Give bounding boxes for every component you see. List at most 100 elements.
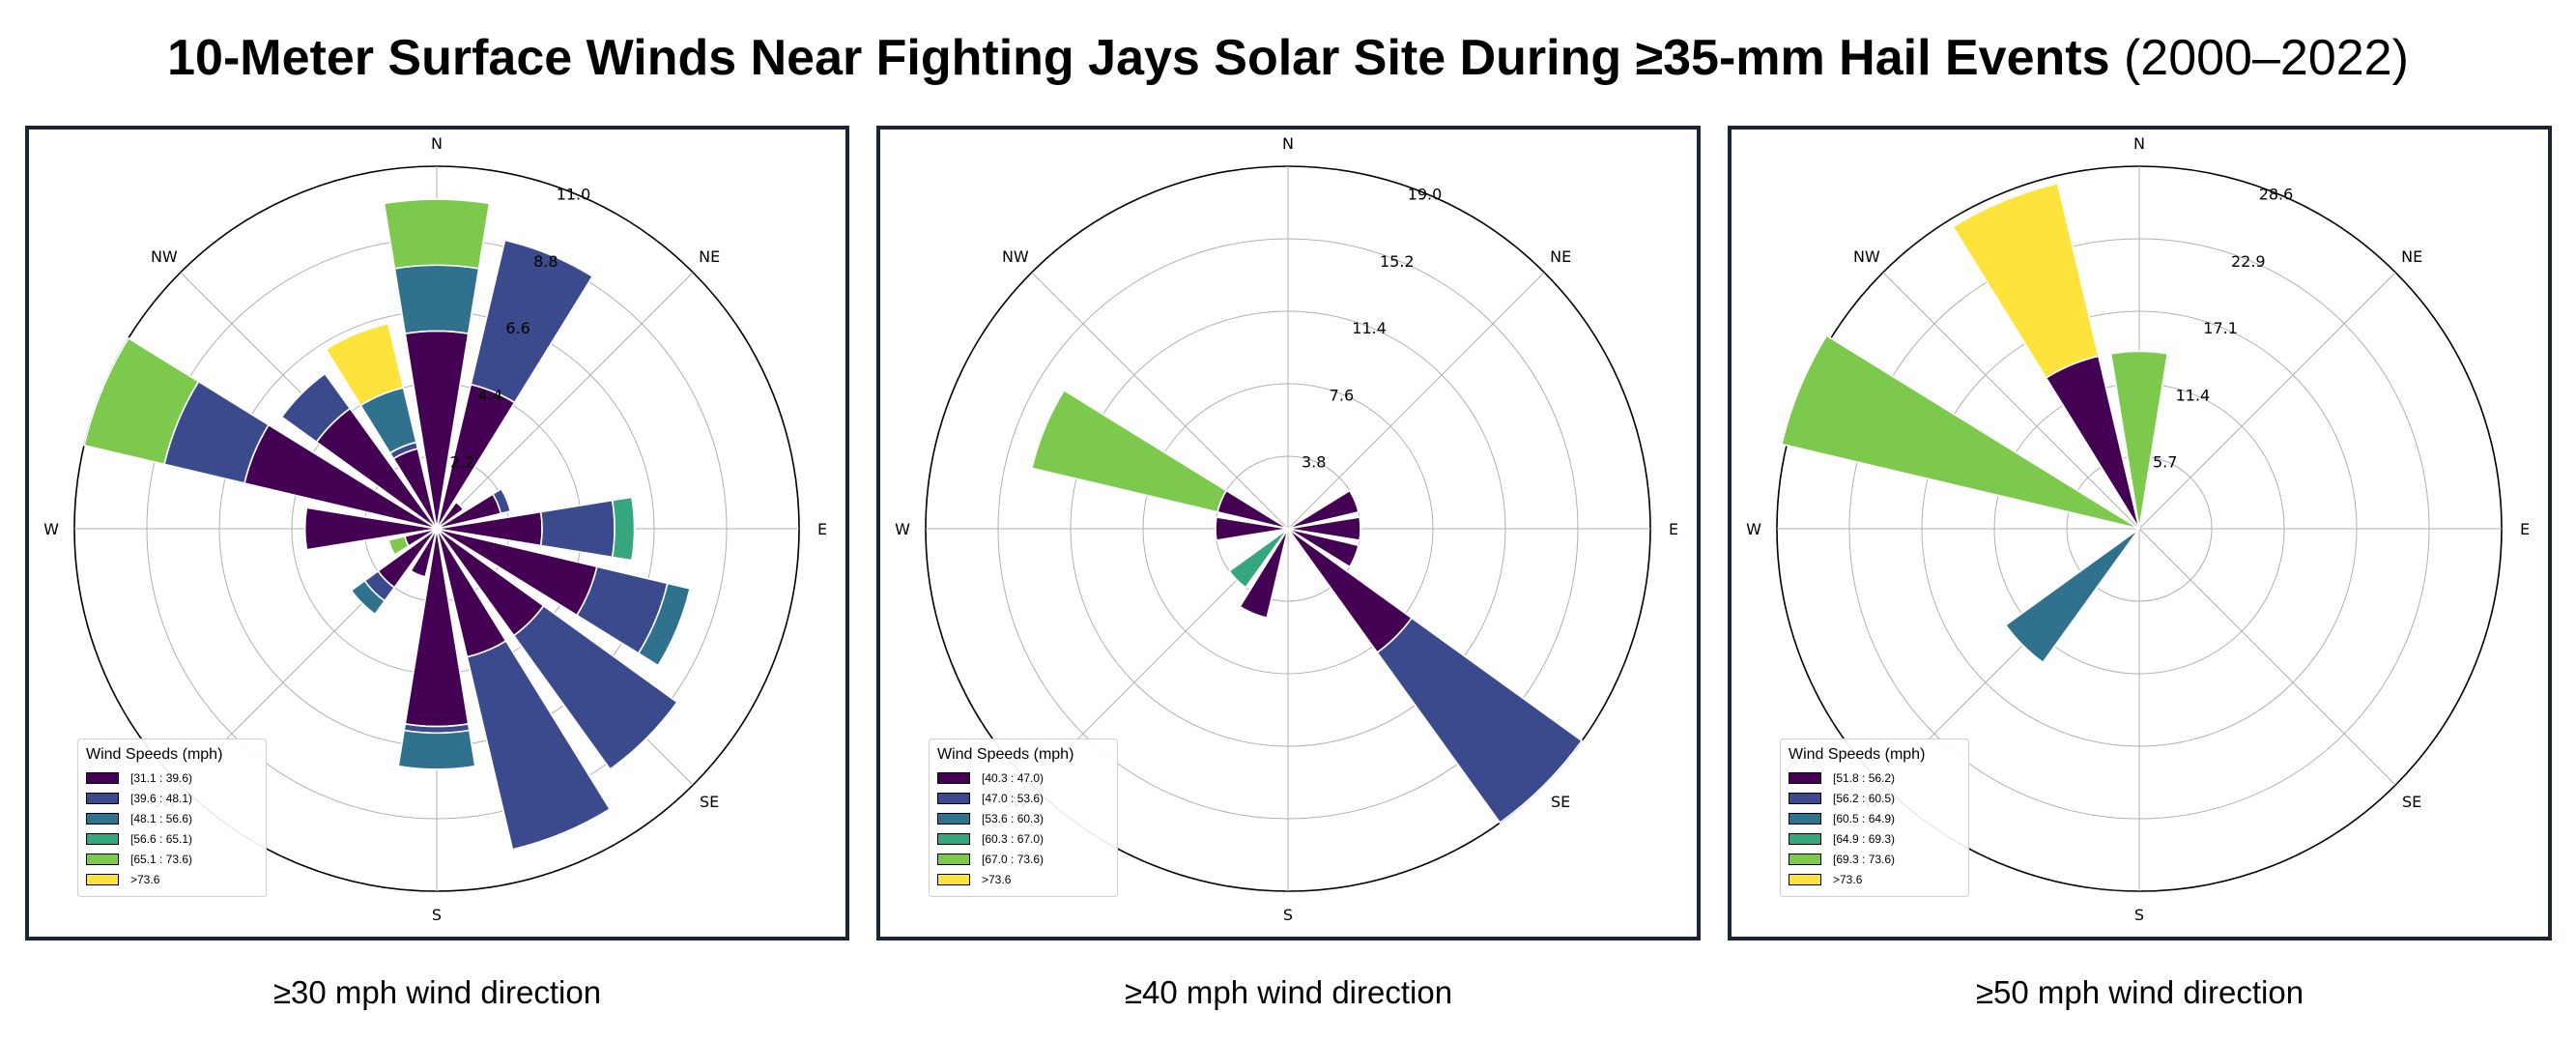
radial-tick-label: 7.6 (1330, 386, 1354, 404)
windrose-chart-30mph: 2.24.46.68.811.0NNEESESSWWNW (43, 134, 827, 924)
compass-label-nw: NW (1002, 247, 1029, 266)
compass-label-s: S (432, 906, 442, 924)
radial-tick-label: 11.0 (557, 186, 591, 204)
compass-label-se: SE (2402, 793, 2421, 811)
legend-swatch (937, 873, 970, 885)
legend-swatch (1789, 812, 1821, 825)
windrose-bar-se-bin-1 (512, 604, 678, 770)
legend-swatch (937, 812, 970, 825)
windrose-bar-sse-bin-1 (466, 639, 612, 851)
legend-item: >73.6 (937, 869, 1109, 889)
legend-title: Wind Speeds (mph) (1789, 746, 1926, 763)
legend-item: [60.5 : 64.9) (1789, 808, 1961, 828)
radial-tick-label: 3.8 (1302, 453, 1326, 472)
compass-label-e: E (2520, 520, 2530, 538)
radial-tick-label: 4.4 (478, 386, 502, 404)
panel-caption-50mph: ≥50 mph wind direction (1975, 974, 2304, 1010)
legend-label: [60.3 : 67.0) (982, 831, 1045, 846)
windrose-bar-sw-bin-2 (2004, 528, 2140, 664)
legend-label: [39.6 : 48.1) (130, 791, 193, 805)
figure-title: 10-Meter Surface Winds Near Fighting Jay… (0, 27, 2576, 89)
polar-spoke (1031, 272, 1289, 530)
compass-label-e: E (817, 520, 827, 538)
windrose-bar-n-bin-2 (393, 264, 480, 335)
polar-spoke (436, 272, 694, 530)
legend-label: >73.6 (982, 872, 1012, 886)
legend-title: Wind Speeds (mph) (86, 746, 223, 763)
windrose-bar-ssw-bin-0 (410, 528, 438, 578)
legend: Wind Speeds (mph) [40.3 : 47.0) [47.0 : … (929, 738, 1118, 897)
legend-item: [56.6 : 65.1) (86, 828, 258, 849)
windrose-bar-ese-bin-2 (637, 582, 692, 667)
windrose-bar-se-bin-1 (1376, 617, 1584, 825)
radial-tick-label: 8.8 (533, 252, 558, 271)
legend-swatch (86, 812, 119, 825)
legend-label: [65.1 : 73.6) (130, 852, 193, 866)
compass-label-w: W (1746, 520, 1761, 538)
legend-item: [67.0 : 73.6) (937, 849, 1109, 869)
legend-label: [51.8 : 56.2) (1833, 770, 1896, 785)
legend-item: >73.6 (1789, 869, 1961, 889)
figure-title-years: (2000–2022) (2123, 30, 2409, 86)
legend-swatch (1789, 792, 1821, 804)
windrose-bar-ene-bin-1 (491, 487, 512, 515)
radial-tick-label: 11.4 (1352, 319, 1387, 337)
windrose-bar-wnw-bin-4 (1780, 334, 2140, 530)
polar-grid-circle (1921, 310, 2358, 747)
compass-label-se: SE (1551, 793, 1570, 811)
legend-swatch (86, 771, 119, 784)
legend-title: Wind Speeds (mph) (937, 746, 1074, 763)
panel-caption-30mph: ≥30 mph wind direction (272, 974, 602, 1010)
windrose-bar-nw-bin-1 (280, 372, 352, 444)
legend-item: [64.9 : 69.3) (1789, 828, 1961, 849)
legend-item: [31.1 : 39.6) (86, 767, 258, 788)
windrose-chart-40mph: 3.87.611.415.219.0NNEESESSWWNW (895, 134, 1678, 924)
legend-label: [60.5 : 64.9) (1833, 811, 1896, 825)
legend-item: [48.1 : 56.6) (86, 808, 258, 828)
radial-tick-label: 28.6 (2259, 186, 2294, 204)
windrose-bar-wnw-bin-4 (83, 336, 200, 466)
legend-label: >73.6 (1833, 872, 1863, 886)
legend-swatch (1789, 873, 1821, 885)
windrose-chart-50mph: 5.711.417.122.928.6NNEESESSWWNW (1746, 134, 2530, 924)
radial-tick-label: 19.0 (1408, 186, 1443, 204)
compass-label-w: W (43, 520, 59, 538)
compass-label-ne: NE (2401, 247, 2422, 266)
compass-label-ne: NE (699, 247, 720, 266)
compass-label-e: E (1669, 520, 1678, 538)
legend-label: [47.0 : 53.6) (982, 791, 1045, 805)
polar-grid-circle (1848, 238, 2430, 820)
compass-label-w: W (895, 520, 910, 538)
windrose-bar-e-bin-1 (539, 499, 615, 559)
compass-label-ne: NE (1550, 247, 1571, 266)
radial-tick-label: 15.2 (1380, 252, 1415, 271)
windrose-bar-w-bin-0 (1215, 516, 1289, 541)
compass-label-nw: NW (151, 247, 178, 266)
legend-swatch (1789, 853, 1821, 865)
legend-label: [56.6 : 65.1) (130, 831, 193, 846)
radial-tick-label: 6.6 (505, 319, 530, 337)
legend-swatch (937, 853, 970, 865)
radial-tick-label: 11.4 (2176, 386, 2211, 404)
windrose-bar-nnw-bin-5 (325, 322, 405, 407)
legend-swatch (937, 771, 970, 784)
windrose-bar-e-bin-0 (1287, 516, 1361, 541)
windrose-bar-w-bin-0 (303, 507, 438, 551)
legend-label: [64.9 : 69.3) (1833, 831, 1896, 846)
legend-label: [56.2 : 60.5) (1833, 791, 1896, 805)
windrose-bar-sw-bin-2 (350, 579, 386, 616)
legend-swatch (1789, 832, 1821, 845)
legend-swatch (86, 832, 119, 845)
compass-label-nw: NW (1853, 247, 1880, 266)
polar-spoke (1287, 272, 1545, 530)
legend-label: [67.0 : 73.6) (982, 852, 1045, 866)
compass-label-se: SE (700, 793, 719, 811)
figure-title-main: 10-Meter Surface Winds Near Fighting Jay… (167, 30, 2110, 86)
compass-label-s: S (2134, 906, 2144, 924)
windrose-bar-wsw-bin-4 (387, 535, 411, 556)
legend-label: [40.3 : 47.0) (982, 770, 1045, 785)
windrose-panel-50mph: 5.711.417.122.928.6NNEESESSWWNW Wind Spe… (1728, 126, 2552, 941)
legend: Wind Speeds (mph) [51.8 : 56.2) [56.2 : … (1780, 738, 1969, 897)
windrose-bar-ese-bin-0 (1287, 528, 1360, 568)
radial-tick-label: 2.2 (450, 453, 474, 472)
